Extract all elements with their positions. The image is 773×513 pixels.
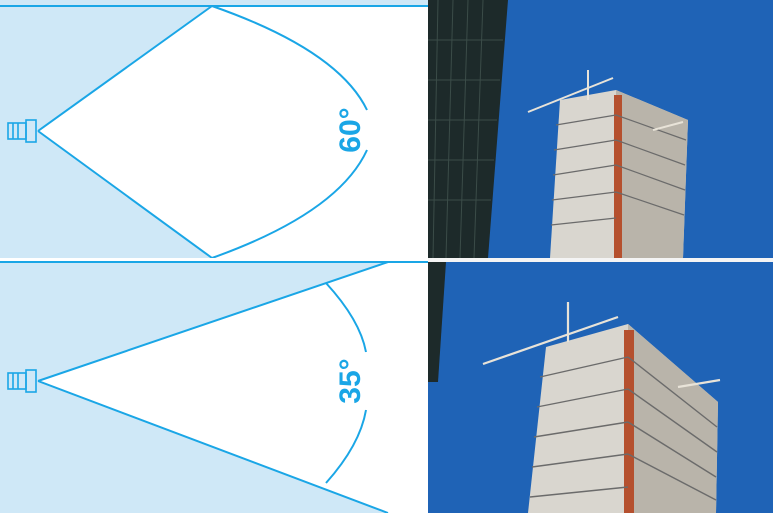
angle-label-35: 35° [334,358,367,403]
wide-angle-photo [428,0,773,258]
angle-label-60: 60° [334,107,367,152]
angle-arc-35 [325,282,367,484]
camera-icon [7,369,37,393]
narrow-angle-photo [428,262,773,513]
panel-separator [0,258,428,262]
photo-divider [428,258,773,262]
field-of-view-cone-35 [38,262,428,513]
camera-icon [7,119,37,143]
angle-arc-60 [211,5,368,259]
angle-of-view-diagram: 60° 35° [0,0,428,513]
